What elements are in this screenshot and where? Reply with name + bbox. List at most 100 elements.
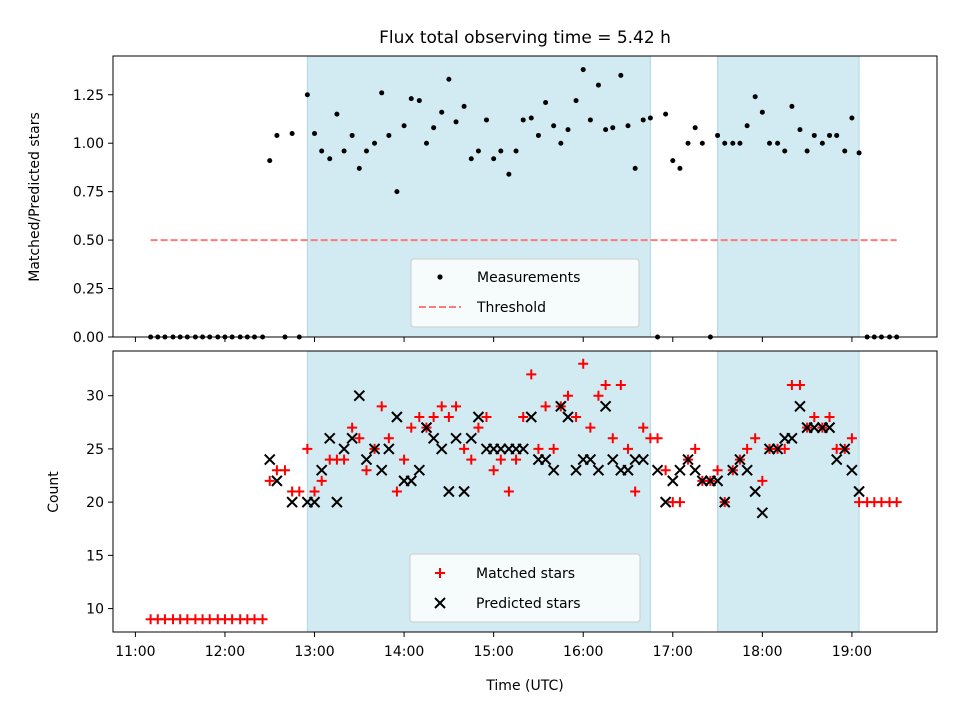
measurement-point xyxy=(842,148,848,154)
bottom-y-tick-label: 20 xyxy=(86,495,104,511)
matched-point xyxy=(488,465,499,476)
predicted-point xyxy=(682,453,694,466)
matched-point xyxy=(294,486,305,497)
matched-point xyxy=(824,411,835,422)
matched-point xyxy=(347,422,358,433)
measurement-point xyxy=(558,140,564,146)
matched-point xyxy=(809,411,820,422)
legend-predicted-glyph xyxy=(434,597,446,609)
measurement-point xyxy=(431,125,437,131)
measurement-point xyxy=(804,148,810,154)
matched-point xyxy=(548,443,559,454)
matched-point xyxy=(503,486,514,497)
measurement-point xyxy=(730,140,736,146)
measurement-point xyxy=(334,111,340,117)
top-observing-window-1 xyxy=(717,55,860,338)
matched-point xyxy=(264,475,275,486)
measurement-point xyxy=(363,148,369,154)
matched-point xyxy=(451,401,462,412)
matched-point xyxy=(376,401,387,412)
bottom-x-tick-label: 17:00 xyxy=(653,644,693,660)
legend-matched-glyph xyxy=(435,568,445,578)
measurement-point xyxy=(453,119,459,125)
measurement-point xyxy=(811,132,817,138)
measurement-point xyxy=(274,132,280,138)
measurement-point xyxy=(341,148,347,154)
measurement-point xyxy=(312,131,318,137)
measurement-point xyxy=(752,94,758,100)
matched-point xyxy=(495,454,506,465)
bottom-legend: Matched stars Predicted stars xyxy=(409,553,641,623)
measurement-point xyxy=(759,109,765,115)
matched-point xyxy=(473,422,484,433)
predicted-point xyxy=(525,411,537,423)
predicted-point xyxy=(637,453,649,466)
top-y-tick-label: 0.25 xyxy=(73,282,104,298)
measurement-point xyxy=(394,189,400,195)
bottom-panel: 11:00 12:00 13:00 14:00 15:00 16:00 17:00 18:00… xyxy=(46,350,938,694)
predicted-point xyxy=(727,464,739,476)
bottom-x-tick-label: 16:00 xyxy=(563,644,603,660)
matched-point xyxy=(459,443,470,454)
measurement-point xyxy=(789,103,795,109)
predicted-point xyxy=(286,496,298,508)
measurement-point xyxy=(327,156,333,162)
measurement-point xyxy=(468,156,474,162)
predicted-point xyxy=(555,400,567,413)
bottom-axes-frame xyxy=(112,350,938,633)
matched-point xyxy=(257,614,268,625)
predicted-point xyxy=(786,432,798,444)
measurement-point xyxy=(506,171,512,177)
predicted-point xyxy=(599,400,612,413)
matched-point xyxy=(607,433,618,444)
matched-point xyxy=(316,475,327,486)
measurement-point xyxy=(573,98,579,104)
predicted-point xyxy=(667,475,679,487)
matched-point xyxy=(383,433,394,444)
measurement-point xyxy=(677,165,683,171)
predicted-point xyxy=(346,432,358,444)
measurement-point xyxy=(439,109,445,115)
matched-point xyxy=(794,380,805,391)
measurement-point xyxy=(767,140,773,146)
predicted-point xyxy=(771,443,784,455)
predicted-point xyxy=(794,400,806,413)
matched-point xyxy=(466,454,477,465)
measurement-point xyxy=(640,117,646,123)
predicted-point xyxy=(823,421,836,434)
predicted-point xyxy=(315,464,328,476)
matched-point xyxy=(623,443,633,454)
matched-point xyxy=(742,443,753,454)
matched-point xyxy=(571,411,582,422)
predicted-point xyxy=(472,411,485,423)
measurement-point xyxy=(520,117,526,123)
matched-point xyxy=(779,443,790,454)
top-y-tick-label: 1.25 xyxy=(73,88,104,104)
matched-point xyxy=(481,411,492,422)
measurement-point xyxy=(349,132,355,138)
matched-point xyxy=(712,465,723,476)
legend-matched-label: Matched stars xyxy=(476,566,575,582)
measurement-point xyxy=(565,127,571,133)
bottom-y-tick-label: 30 xyxy=(86,389,104,405)
matched-point xyxy=(526,369,537,380)
predicted-point xyxy=(517,443,529,455)
legend-threshold-label: Threshold xyxy=(476,300,546,316)
matched-point xyxy=(339,454,350,465)
predicted-point xyxy=(689,464,701,476)
measurement-point xyxy=(304,92,310,98)
matched-point xyxy=(302,443,313,454)
predicted-point xyxy=(734,453,746,466)
bottom-y-tick-label: 15 xyxy=(86,548,104,564)
measurement-point xyxy=(699,140,705,146)
measurement-point xyxy=(446,76,452,82)
top-y-ticks: 0.00 0.25 0.50 0.75 1.00 1.25 xyxy=(73,88,113,346)
bottom-x-tick-label: 14:00 xyxy=(384,644,424,660)
predicted-point xyxy=(756,507,769,519)
measurement-point xyxy=(782,148,788,154)
legend-measurements-marker xyxy=(437,274,443,280)
predicted-point xyxy=(846,464,858,476)
legend-predicted-label: Predicted stars xyxy=(476,596,581,612)
matched-point xyxy=(406,422,417,433)
measurement-point xyxy=(408,96,414,102)
